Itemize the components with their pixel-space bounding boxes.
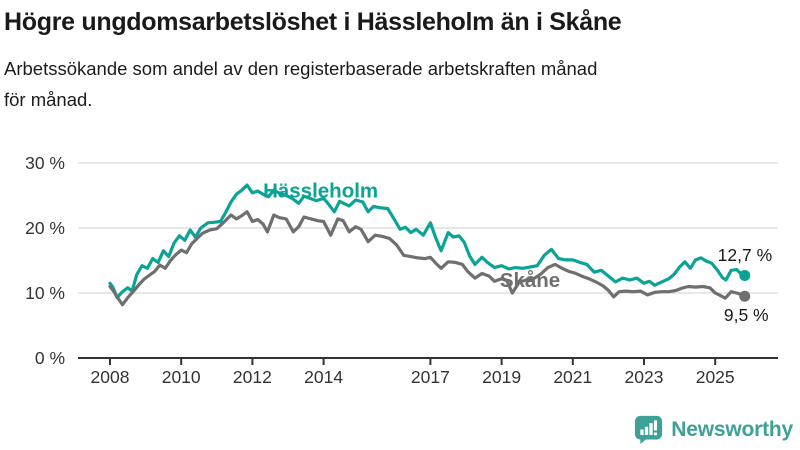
end-value-label: 9,5 % [724,305,769,325]
y-axis-tick-label: 30 % [25,153,65,173]
chart-subtitle: Arbetssökande som andel av den registerb… [4,58,598,111]
newsworthy-chart-bubble-icon [635,415,663,444]
newsworthy-brand-link[interactable]: Newsworthy [634,415,793,444]
bar-small [640,429,644,435]
x-axis-tick-label: 2025 [696,367,735,387]
x-axis-tick-label: 2008 [91,367,130,387]
series-label-hssleholm: Hässleholm [263,179,378,202]
exclamation-stem [654,420,658,431]
x-axis-tick-label: 2019 [482,367,521,387]
x-axis-tick-label: 2023 [625,367,664,387]
x-axis-tick-label: 2021 [553,367,592,387]
y-axis-tick-label: 10 % [25,283,65,303]
chart-title: Högre ungdomsarbetslöshet i Hässleholm ä… [4,8,622,36]
bar-tall [649,423,653,435]
x-axis-tick-label: 2014 [304,367,343,387]
brand-wordmark: Newsworthy [671,417,793,441]
y-axis-tick-label: 20 % [25,218,65,238]
x-axis-tick-label: 2017 [411,367,450,387]
series-line-hssleholm [108,183,747,300]
series-end-dot-hssleholm [739,269,751,281]
series-line-skne [108,210,747,307]
bar-medium [645,426,649,435]
series-label-skne: Skåne [500,269,560,292]
end-value-label: 12,7 % [718,245,772,265]
series-end-dot-skne [739,290,751,302]
x-axis-tick-label: 2010 [162,367,201,387]
chart-header: Högre ungdomsarbetslöshet i Hässleholm ä… [4,8,796,116]
x-axis-tick-label: 2012 [233,367,272,387]
exclamation-dot [654,432,658,436]
y-axis-tick-label: 0 % [35,348,65,368]
